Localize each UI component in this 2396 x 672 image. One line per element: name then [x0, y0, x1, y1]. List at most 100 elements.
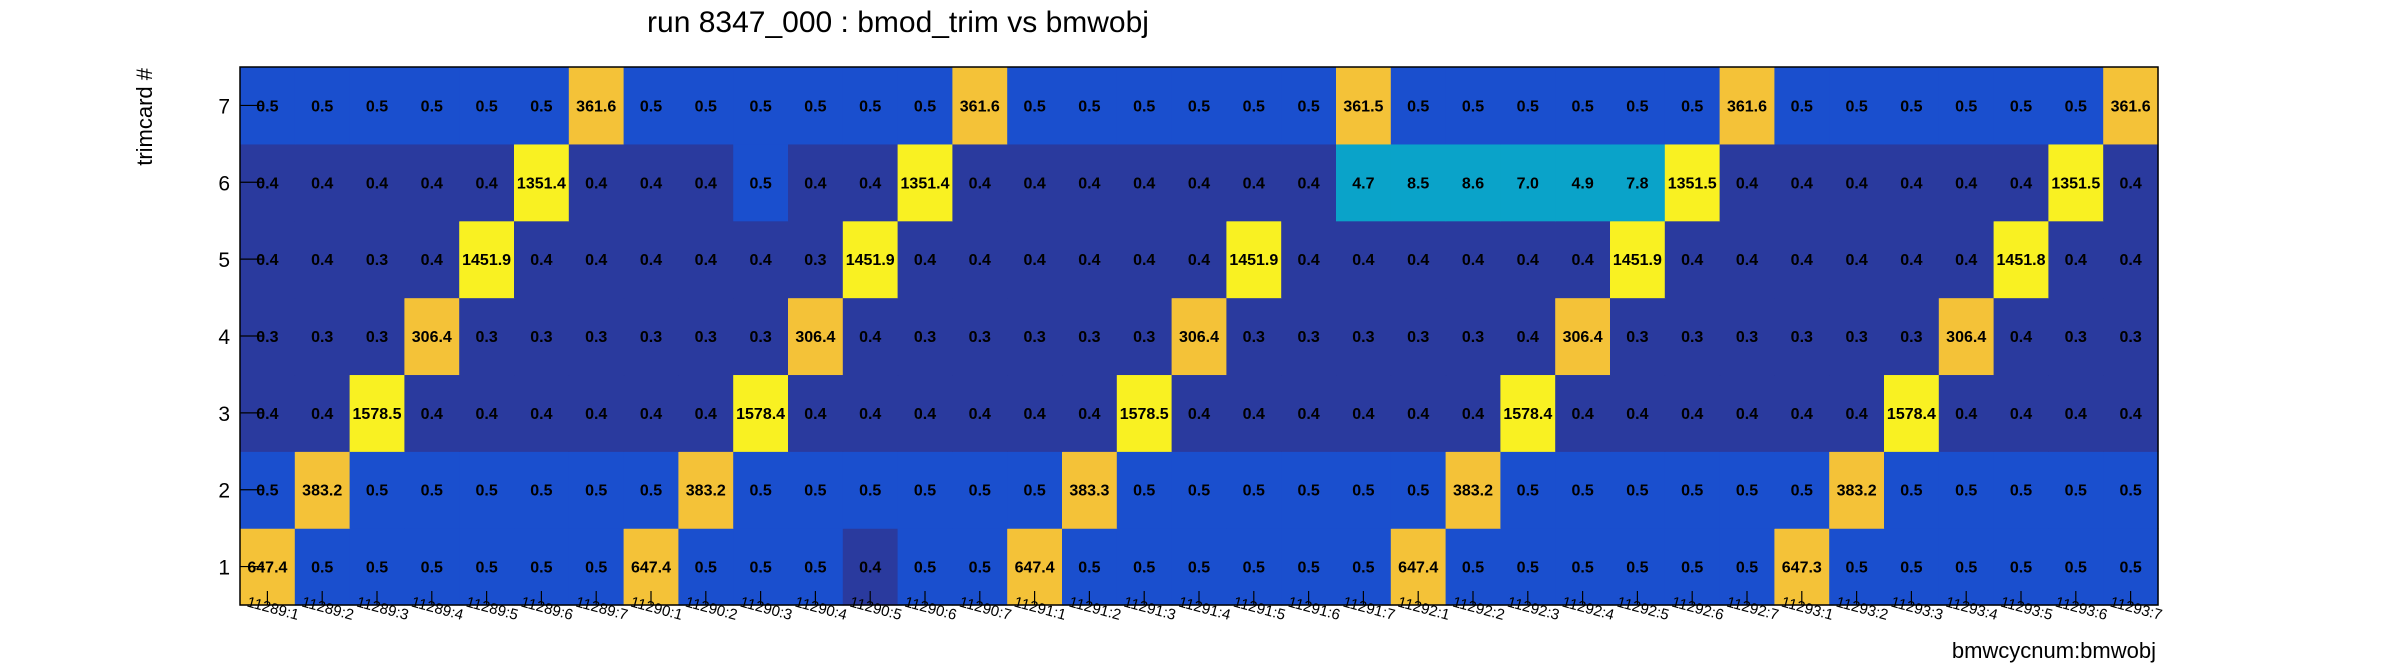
heatmap-cell — [842, 67, 899, 145]
cell-value-label: 0.5 — [1791, 483, 1813, 500]
cell-value-label: 0.4 — [1188, 175, 1210, 192]
cell-value-label: 0.3 — [1845, 329, 1867, 346]
cell-value-label: 0.5 — [1133, 98, 1155, 115]
cell-value-label: 0.3 — [695, 329, 717, 346]
cell-value-label: 0.3 — [1681, 329, 1703, 346]
cell-value-label: 0.5 — [1188, 483, 1210, 500]
cell-value-label: 8.5 — [1407, 175, 1429, 192]
cell-value-label: 0.4 — [1900, 175, 1922, 192]
heatmap-cell — [678, 67, 734, 145]
heatmap-cell — [1171, 451, 1227, 529]
cell-value-label: 0.3 — [1736, 329, 1758, 346]
heatmap-cell — [1007, 297, 1063, 376]
cell-value-label: 0.4 — [311, 406, 333, 423]
heatmap-cell — [1445, 220, 1501, 299]
heatmap-cell — [1007, 143, 1063, 222]
cell-value-label: 1351.5 — [2051, 175, 2100, 192]
heatmap-cell — [952, 143, 1008, 222]
cell-value-label: 0.4 — [1681, 406, 1703, 423]
heatmap-cell — [349, 143, 405, 222]
heatmap-cell — [1281, 297, 1337, 376]
cell-value-label: 0.5 — [1243, 560, 1265, 577]
heatmap-cell — [1610, 451, 1666, 529]
heatmap-cell — [952, 220, 1008, 299]
heatmap-cell — [349, 451, 405, 529]
cell-value-label: 0.4 — [2010, 175, 2032, 192]
cell-value-label: 0.4 — [1297, 252, 1319, 269]
cell-value-label: 0.3 — [585, 329, 607, 346]
heatmap-cell — [1993, 451, 2049, 529]
cell-value-label: 0.4 — [1736, 406, 1758, 423]
cell-value-label: 1451.9 — [462, 252, 511, 269]
cell-value-label: 0.5 — [1626, 98, 1648, 115]
heatmap-cell — [1062, 374, 1118, 452]
heatmap-cell — [1610, 143, 1666, 222]
y-tick-label: 4 — [218, 326, 230, 349]
cell-value-label: 0.5 — [2010, 483, 2032, 500]
cell-value-label: 0.4 — [804, 406, 826, 423]
heatmap-cell — [1171, 67, 1227, 145]
heatmap-cell — [2103, 67, 2159, 145]
cell-value-label: 0.4 — [530, 406, 552, 423]
heatmap-cell — [1555, 374, 1611, 452]
heatmap-cell — [952, 451, 1008, 529]
heatmap-cell — [1774, 143, 1830, 222]
heatmap-cell — [294, 297, 351, 376]
cell-value-label: 0.5 — [804, 483, 826, 500]
cell-value-label: 0.5 — [749, 175, 771, 192]
heatmap-cell — [1993, 374, 2049, 452]
cell-value-label: 0.5 — [1681, 560, 1703, 577]
cell-value-label: 7.0 — [1517, 175, 1539, 192]
cell-value-label: 0.5 — [1681, 483, 1703, 500]
heatmap-cell — [294, 220, 351, 299]
heatmap-cell — [404, 451, 460, 529]
heatmap-cell — [1938, 67, 1995, 145]
cell-value-label: 0.5 — [914, 98, 936, 115]
heatmap-cell — [1774, 451, 1830, 529]
cell-labels: 647.4 0.5 0.5 0.5 0.5 0.5 0.5 647.4 0.5 0.5 0.5 0.4… — [247, 98, 2150, 576]
cell-value-label: 0.5 — [1352, 560, 1374, 577]
cell-value-label: 0.5 — [1736, 483, 1758, 500]
cell-value-label: 0.4 — [2065, 252, 2087, 269]
heatmap-cell — [514, 67, 570, 145]
cell-value-label: 0.5 — [311, 560, 333, 577]
heatmap-cell — [1555, 451, 1611, 529]
heatmap-cell — [1500, 451, 1556, 529]
cell-value-label: 306.4 — [1179, 329, 1219, 346]
heatmap-cell — [568, 220, 625, 299]
y-tick-label: 6 — [218, 172, 230, 195]
heatmap-cell — [1829, 297, 1885, 376]
heatmap-cell — [678, 297, 734, 376]
heatmap-cell — [2103, 297, 2159, 376]
cell-value-label: 1578.4 — [1887, 406, 1936, 423]
heatmap-cell — [568, 143, 625, 222]
cell-value-label: 0.5 — [1243, 483, 1265, 500]
cell-value-label: 0.4 — [1407, 252, 1429, 269]
heatmap-cell — [897, 220, 953, 299]
cell-value-label: 0.3 — [1297, 329, 1319, 346]
cell-value-label: 0.3 — [804, 252, 826, 269]
cell-value-label: 0.4 — [969, 252, 991, 269]
cell-value-label: 0.4 — [804, 175, 826, 192]
heatmap-cell — [1555, 67, 1611, 145]
cell-value-label: 0.4 — [859, 175, 881, 192]
heatmap-cell — [1664, 451, 1721, 529]
heatmap-cell — [568, 297, 625, 376]
heatmap-cell — [1226, 220, 1282, 299]
cell-value-label: 0.4 — [1681, 252, 1703, 269]
cell-value-label: 0.4 — [585, 175, 607, 192]
cell-value-label: 0.4 — [1791, 406, 1813, 423]
heatmap-cell — [514, 297, 570, 376]
cell-value-label: 0.3 — [475, 329, 497, 346]
cell-value-label: 0.5 — [1955, 98, 1977, 115]
cell-value-label: 0.5 — [969, 560, 991, 577]
heatmap-cell — [1281, 143, 1337, 222]
cell-value-label: 0.3 — [1407, 329, 1429, 346]
heatmap-cell — [678, 451, 734, 529]
heatmap-cell — [294, 451, 351, 529]
cell-value-label: 0.4 — [1900, 252, 1922, 269]
cell-value-label: 0.5 — [1407, 483, 1429, 500]
cell-value-label: 0.5 — [804, 560, 826, 577]
cell-value-label: 0.5 — [749, 98, 771, 115]
